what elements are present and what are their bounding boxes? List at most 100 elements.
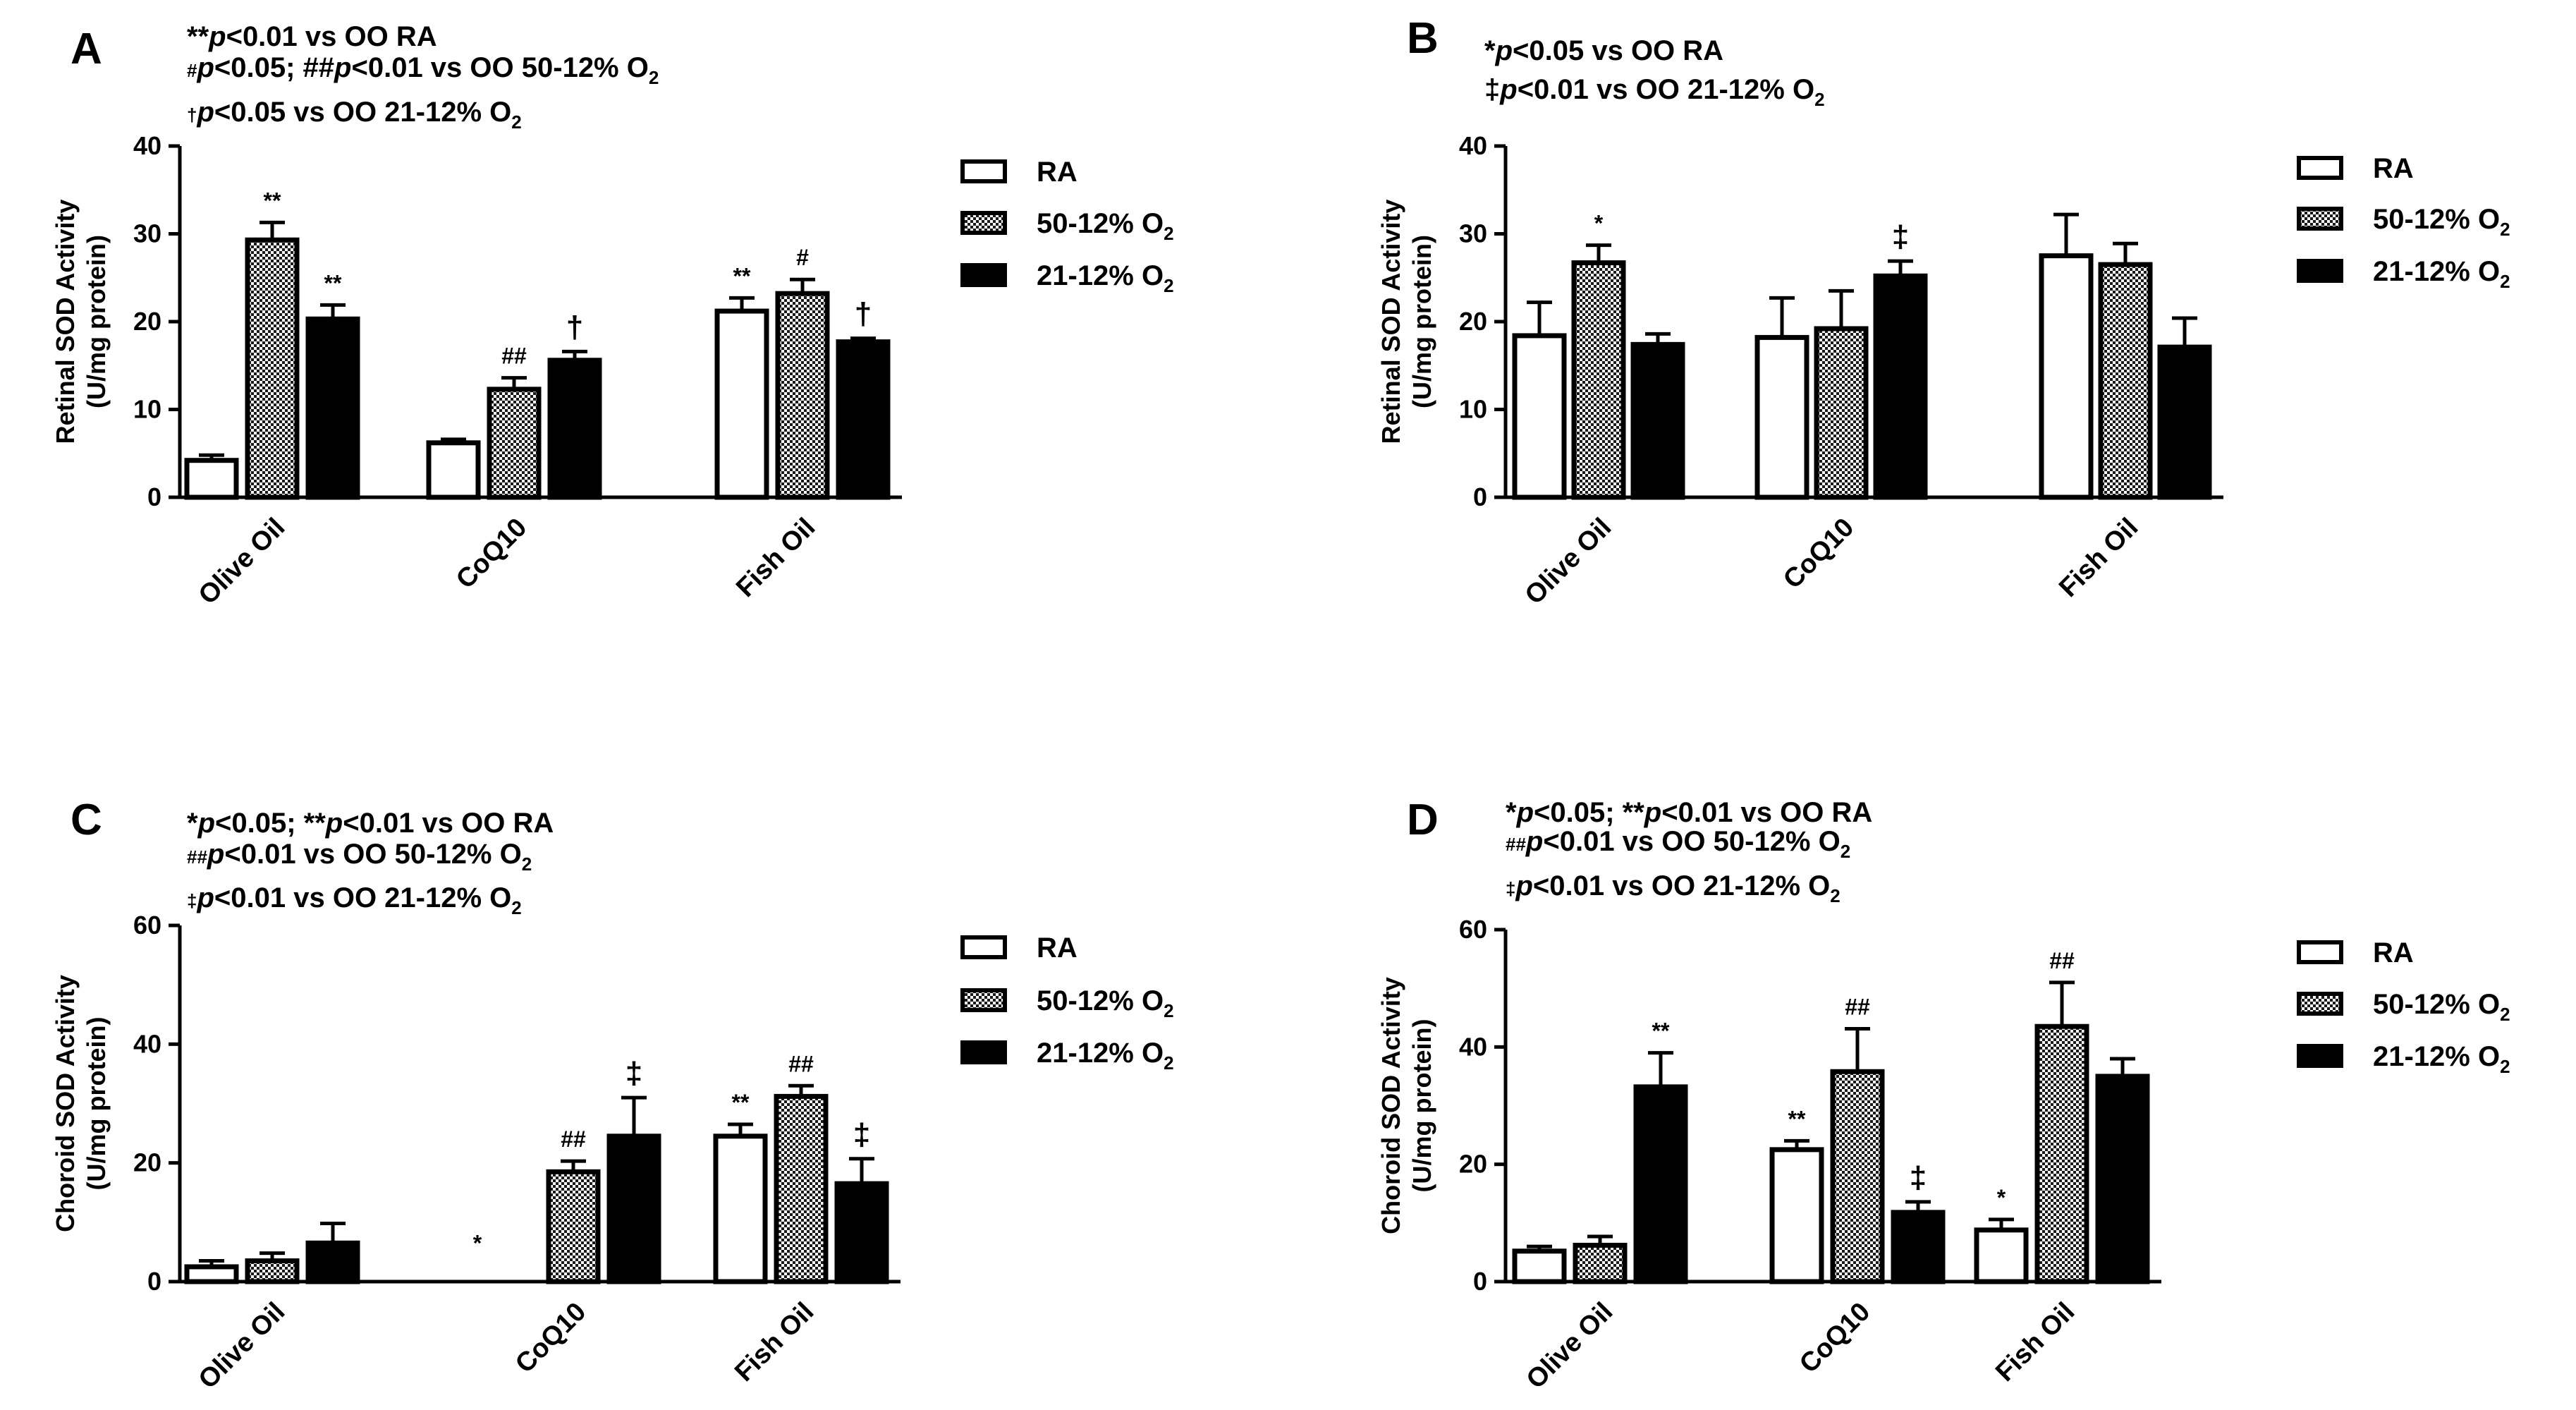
bar-21-12-fish-oil: [834, 1181, 889, 1284]
bar-ra-fish-oil: [2039, 253, 2094, 500]
x-tick-label: Fish Oil: [729, 1297, 819, 1387]
x-tick-label: CoQ10: [1794, 1297, 1876, 1379]
y-tick-label: 20: [1459, 307, 1487, 336]
significance-label: ‡: [1910, 1160, 1927, 1195]
significance-note: ##p<0.01 vs OO 50-12% O2: [1506, 826, 1850, 862]
legend-swatch-ra: [960, 935, 1007, 959]
bar-ra-coq10: [1754, 334, 1809, 500]
bar-21-12-olive-oil: [1630, 341, 1685, 500]
significance-note: *p<0.05 vs OO RA: [1484, 35, 1723, 66]
significance-note: **p<0.01 vs OO RA: [187, 21, 437, 52]
legend-label-21-12: 21-12% O2: [2373, 256, 2510, 292]
legend-label-21-12: 21-12% O2: [2373, 1041, 2510, 1077]
bar-50-12-coq10: [1830, 1069, 1885, 1284]
x-tick-label: Olive Oil: [1521, 1297, 1619, 1395]
significance-label: **: [324, 270, 342, 296]
legend-label-50-12: 50-12% O2: [1037, 208, 1174, 244]
y-tick-label: 40: [1459, 1032, 1487, 1061]
significance-note: ‡p<0.01 vs OO 21-12% O2: [1506, 870, 1841, 906]
significance-note: †p<0.05 vs OO 21-12% O2: [187, 97, 522, 133]
panel-letter-c: C: [71, 796, 102, 844]
legend-label-50-12: 50-12% O2: [2373, 989, 2510, 1025]
significance-label: ##: [1845, 995, 1870, 1020]
significance-label: ‡: [1892, 219, 1909, 254]
significance-label: ##: [2049, 948, 2075, 973]
legend-swatch-ra: [960, 159, 1007, 183]
bar-ra-coq10: [426, 440, 481, 500]
legend-label-ra: RA: [2373, 937, 2414, 968]
bar-21-12-olive-oil: [305, 1240, 360, 1284]
bar-21-12-coq10: [1873, 273, 1928, 500]
y-tick-label: 60: [1459, 915, 1487, 944]
bar-21-12-olive-oil: [1633, 1084, 1688, 1284]
significance-note: #p<0.05; ##p<0.01 vs OO 50-12% O2: [187, 52, 659, 88]
bar-21-12-fish-oil: [2157, 344, 2212, 500]
legend-swatch-50-12: [2297, 992, 2343, 1016]
significance-label: ##: [561, 1126, 586, 1152]
bar-21-12-coq10: [1891, 1210, 1946, 1284]
bar-21-12-fish-oil: [2095, 1074, 2150, 1284]
bar-21-12-coq10: [547, 358, 602, 500]
bar-50-12-fish-oil: [774, 1093, 829, 1284]
x-tick-label: Olive Oil: [1520, 513, 1618, 611]
legend-swatch-50-12: [960, 211, 1007, 235]
significance-note: *p<0.05; **p<0.01 vs OO RA: [187, 808, 554, 839]
panel-letter-b: B: [1407, 14, 1439, 63]
legend-swatch-21-12: [960, 263, 1007, 287]
y-tick-label: 60: [133, 911, 161, 940]
x-tick-label: Fish Oil: [1990, 1297, 2080, 1387]
significance-label: ‡: [625, 1056, 642, 1090]
bar-ra-olive-oil: [1512, 1248, 1567, 1284]
bar-50-12-olive-oil: [245, 237, 300, 500]
significance-label: **: [1788, 1106, 1806, 1131]
y-tick-label: 10: [1459, 395, 1487, 424]
significance-label: **: [733, 263, 751, 288]
x-tick-label: CoQ10: [1778, 513, 1860, 595]
x-tick-label: CoQ10: [451, 513, 532, 595]
y-tick-label: 40: [1459, 131, 1487, 160]
significance-label: #: [796, 245, 809, 270]
significance-label: **: [264, 188, 281, 213]
significance-note: *p<0.05; **p<0.01 vs OO RA: [1506, 797, 1872, 828]
legend-swatch-ra: [2297, 156, 2343, 180]
significance-label: **: [1652, 1019, 1670, 1044]
significance-label: †: [566, 310, 583, 344]
significance-note: ##p<0.01 vs OO 50-12% O2: [187, 839, 532, 875]
panel-letter-a: A: [71, 25, 102, 73]
bar-50-12-coq10: [546, 1169, 601, 1284]
y-tick-label: 10: [133, 395, 161, 424]
legend-label-ra: RA: [1037, 157, 1078, 188]
y-tick-label: 20: [133, 307, 161, 336]
bar-ra-olive-oil: [184, 1264, 239, 1284]
significance-note: ‡p<0.01 vs OO 21-12% O2: [187, 882, 522, 918]
significance-label: *: [473, 1230, 482, 1256]
panel-c: C *p<0.05; **p<0.01 vs OO RA##p<0.01 vs O…: [51, 796, 1174, 1394]
significance-label: ‡: [853, 1117, 870, 1152]
y-tick-label: 20: [1459, 1150, 1487, 1179]
bar-ra-coq10: [1769, 1147, 1824, 1284]
legend-swatch-21-12: [960, 1040, 1007, 1064]
significance-label: **: [732, 1090, 750, 1115]
y-tick-label: 20: [133, 1148, 161, 1177]
bar-ra-fish-oil: [714, 308, 769, 500]
legend-swatch-50-12: [2297, 207, 2343, 231]
legend-label-50-12: 50-12% O2: [1037, 985, 1174, 1021]
panel-letter-d: D: [1407, 796, 1439, 844]
x-tick-label: CoQ10: [510, 1297, 592, 1379]
y-tick-label: 30: [133, 219, 161, 248]
significance-note: ‡p<0.01 vs OO 21-12% O2: [1484, 74, 1825, 110]
bar-50-12-olive-oil: [1571, 260, 1626, 500]
y-tick-label: 40: [133, 131, 161, 160]
legend-label-21-12: 21-12% O2: [1037, 1038, 1174, 1074]
bar-50-12-coq10: [487, 387, 542, 500]
legend-swatch-21-12: [2297, 259, 2343, 283]
y-tick-label: 30: [1459, 219, 1487, 248]
y-axis-label: Choroid SOD Activity(U/mg protein): [51, 975, 111, 1232]
x-tick-label: Olive Oil: [193, 513, 291, 611]
x-tick-label: Fish Oil: [731, 513, 821, 603]
legend-label-ra: RA: [1037, 932, 1078, 964]
bar-ra-fish-oil: [1974, 1227, 2029, 1284]
significance-label: *: [1997, 1185, 2006, 1210]
significance-label: †: [855, 297, 872, 332]
